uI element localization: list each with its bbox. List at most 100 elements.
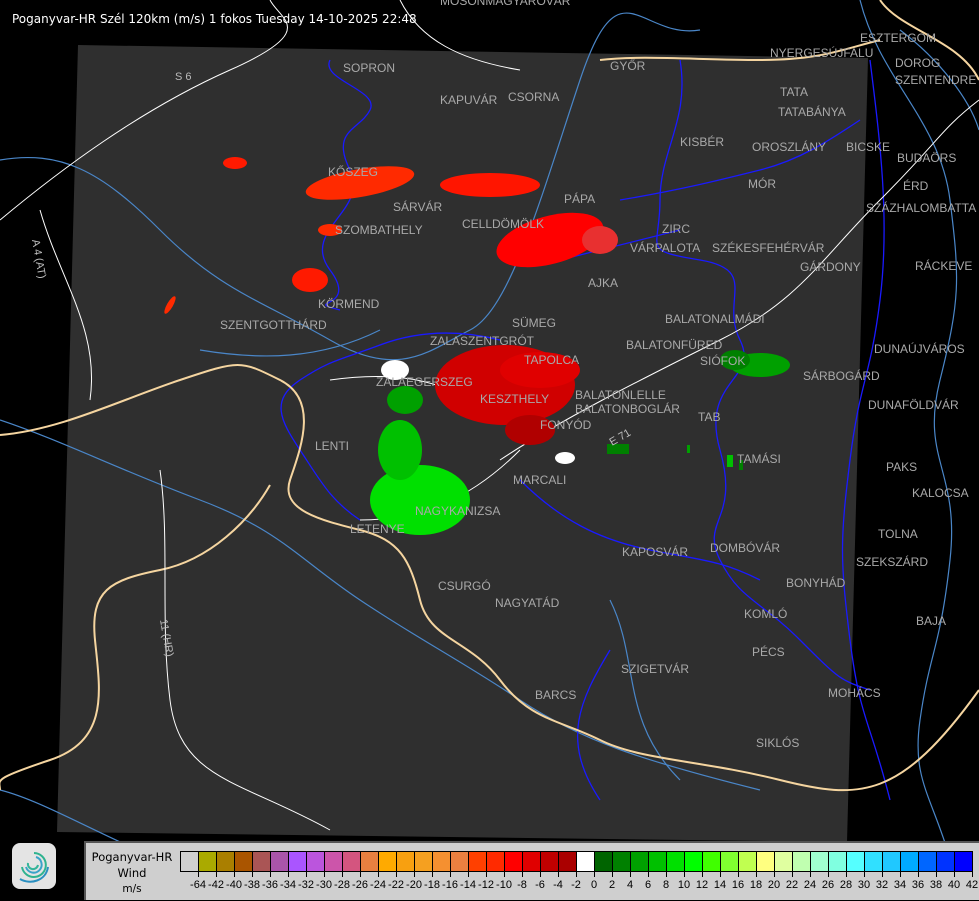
legend-tick-label: -8 [517,879,527,891]
legend-tick [666,871,667,877]
legend-tick-label: 32 [875,879,889,891]
legend-swatch [487,852,505,871]
legend-swatch [469,852,487,871]
city-labels: SOPRON KAPUVÁR CSORNA MOSONMAGYARÓVÁR GYŐR ES… [220,0,976,750]
legend-tick [738,871,739,877]
legend-tick-label: 24 [803,879,817,891]
legend-swatch [397,852,415,871]
legend-swatch [919,852,937,871]
city-label: SZOMBATHELY [335,223,423,237]
city-label: TAMÁSI [737,451,781,466]
city-label: BALATONFÜRED [626,338,723,352]
legend-tick [882,871,883,877]
radar-echoes [164,157,790,535]
city-label: MOSONMAGYARÓVÁR [440,0,571,8]
city-label: SIÓFOK [700,353,745,368]
legend-tick-label: -16 [442,879,458,891]
legend-swatch [289,852,307,871]
legend-tick-label: -2 [571,879,581,891]
city-label: PÉCS [752,644,785,659]
legend-tick-label: -24 [370,879,386,891]
city-label: DOROG [895,56,940,70]
legend-swatch [379,852,397,871]
legend-swatch [775,852,793,871]
legend-tick [900,871,901,877]
city-label: KŐSZEG [328,164,378,179]
legend-swatch [451,852,469,871]
legend-swatch [271,852,289,871]
legend-tick-label: 4 [626,879,634,891]
legend-tick [432,871,433,877]
city-label: RÁCKEVE [915,258,972,273]
legend-swatch [685,852,703,871]
legend-tick-label: 22 [785,879,799,891]
legend-ticks: -64 -42 -40 -38 -36 -34 -32 -30 -28 -26 -24 -22 -20-… [180,871,979,901]
city-label: TAPOLCA [524,353,579,367]
map-title: Poganyvar-HR Szél 120km (m/s) 1 fokos Tu… [12,12,417,26]
legend-tick-label: -4 [553,879,563,891]
city-label: ZALASZENTGRÓT [430,333,535,348]
legend-tick [774,871,775,877]
city-label: SIKLÓS [756,735,799,750]
legend-tick [288,871,289,877]
legend-tick [918,871,919,877]
legend-tick [306,871,307,877]
legend-tick-label: 42 [965,879,979,891]
city-label: GÁRDONY [800,259,861,274]
city-label: CSORNA [508,90,559,104]
legend-swatch [235,852,253,871]
city-label: TAB [698,410,720,424]
city-label: NYERGESÚJFALU [770,45,873,60]
legend-tick [342,871,343,877]
city-label: KESZTHELY [480,392,549,406]
legend-quantity: Wind [117,866,147,880]
legend-tick [360,871,361,877]
legend-tick [972,871,973,877]
city-label: MOHÁCS [828,685,881,700]
city-label: ÉRD [903,178,929,193]
city-label: BALATONBOGLÁR [575,401,680,416]
legend-tick [576,871,577,877]
city-label: SZENTENDRE [895,73,976,87]
legend-tick [756,871,757,877]
legend-swatch [307,852,325,871]
city-label: TATABÁNYA [778,104,846,119]
legend-swatch [847,852,865,871]
legend-tick-label: -36 [262,879,278,891]
city-label: CELLDÖMÖLK [462,217,544,231]
legend-tick-label: 10 [677,879,691,891]
city-label: BALATONALMÁDI [665,311,765,326]
legend-swatch [721,852,739,871]
legend-tick [324,871,325,877]
legend-tick [846,871,847,877]
legend-tick [504,871,505,877]
legend-tick [864,871,865,877]
legend-tick-label: 18 [749,879,763,891]
legend-tick-label: 14 [713,879,727,891]
city-label: SZÉKESFEHÉRVÁR [712,240,825,255]
legend-tick-label: 36 [911,879,925,891]
legend-tick-label: -40 [226,879,242,891]
city-label: MÓR [748,176,776,191]
city-label: BONYHÁD [786,575,846,590]
road-label-s6: S 6 [175,71,192,83]
legend-tick-label: 28 [839,879,853,891]
city-label: BAJA [916,614,946,628]
city-label: SZÁZHALOMBATTA [866,200,976,215]
legend-tick-label: -28 [334,879,350,891]
legend-swatch [901,852,919,871]
legend-tick-label: -32 [298,879,314,891]
legend-swatch [703,852,721,871]
legend-swatch [559,852,577,871]
legend-tick-label: -22 [388,879,404,891]
legend-tick [792,871,793,877]
city-label: VÁRPALOTA [630,240,700,255]
legend-tick-label: 20 [767,879,781,891]
legend-tick-label: 16 [731,879,745,891]
legend-radar-name: Poganyvar-HR [91,850,173,864]
city-label: TATA [780,85,808,99]
city-label: SZIGETVÁR [621,661,689,676]
city-label: BALATONLELLE [575,388,666,402]
legend-tick-label: -14 [460,879,476,891]
legend-swatch [577,852,595,871]
